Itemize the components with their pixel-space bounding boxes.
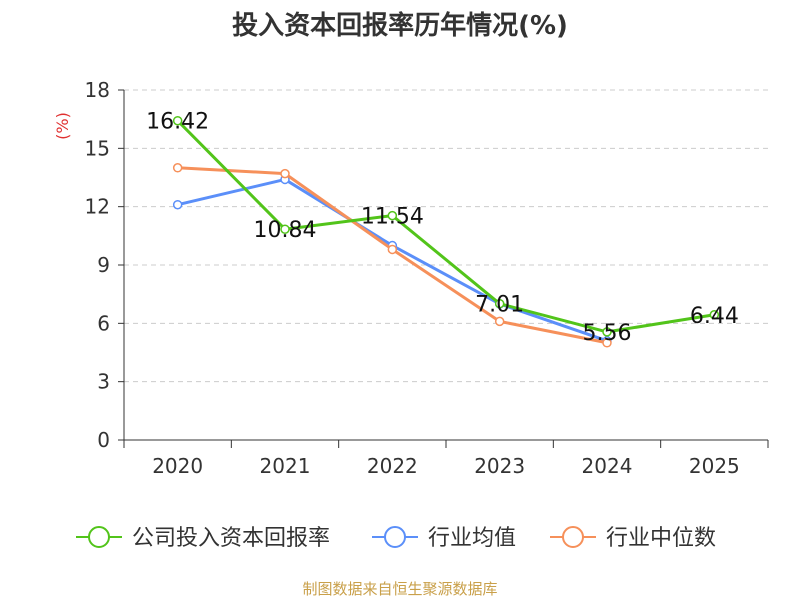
legend-swatch-marker xyxy=(384,526,406,548)
x-tick-label: 2021 xyxy=(260,454,311,478)
data-point xyxy=(602,338,612,348)
data-label: 5.56 xyxy=(583,321,632,346)
legend-label: 行业均值 xyxy=(428,526,516,551)
y-tick-label: 0 xyxy=(97,428,110,452)
data-label: 16.42 xyxy=(146,110,209,135)
data-label: 6.44 xyxy=(690,304,739,329)
x-tick-label: 2024 xyxy=(582,454,633,478)
y-tick-label: 12 xyxy=(85,195,110,219)
y-tick-label: 3 xyxy=(97,370,110,394)
y-tick-label: 15 xyxy=(85,136,110,160)
data-point xyxy=(280,224,290,234)
x-tick-label: 2023 xyxy=(474,454,525,478)
x-tick-label: 2020 xyxy=(152,454,203,478)
data-point xyxy=(602,327,612,337)
x-tick-label: 2022 xyxy=(367,454,418,478)
data-point xyxy=(387,244,398,255)
chart-title: 投入资本回报率历年情况(%) xyxy=(232,11,568,41)
data-label: 11.54 xyxy=(361,205,424,230)
x-tick-label: 2025 xyxy=(689,454,740,478)
data-point xyxy=(172,199,183,210)
data-point xyxy=(172,115,183,126)
data-point xyxy=(494,316,505,327)
data-point xyxy=(494,298,505,309)
legend-swatch-marker xyxy=(88,526,110,548)
y-tick-label: 9 xyxy=(97,253,110,277)
y-tick-label: 6 xyxy=(97,311,110,335)
source-note: 制图数据来自恒生聚源数据库 xyxy=(302,580,498,598)
y-tick-label: 18 xyxy=(85,78,110,102)
data-label: 10.84 xyxy=(254,218,317,243)
legend-swatch-marker xyxy=(562,526,584,548)
series-line-0 xyxy=(176,119,715,334)
data-point xyxy=(387,210,398,221)
legend-label: 行业中位数 xyxy=(606,526,716,551)
data-point xyxy=(280,168,290,179)
series-line-2 xyxy=(177,166,608,345)
data-point xyxy=(709,310,720,320)
y-axis-label: (%) xyxy=(53,112,72,140)
data-point xyxy=(172,163,183,173)
legend-label: 公司投入资本回报率 xyxy=(132,526,330,551)
data-label: 7.01 xyxy=(475,293,524,318)
